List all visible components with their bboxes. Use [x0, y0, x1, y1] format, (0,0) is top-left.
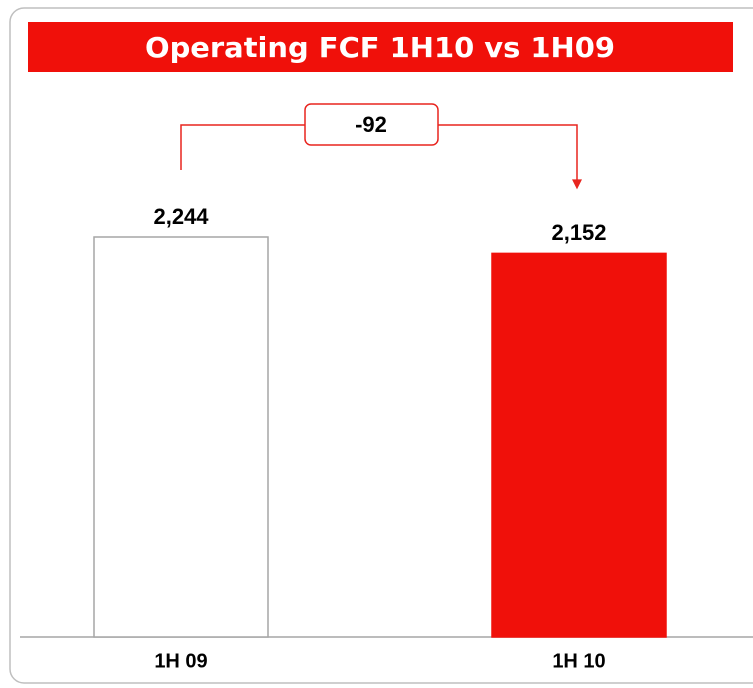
value-label: 2,244	[153, 204, 209, 229]
bracket	[180, 124, 578, 182]
value-label: 2,152	[551, 220, 606, 245]
annotation: -92	[355, 112, 387, 137]
title-banner	[28, 22, 733, 72]
arrow-head	[572, 179, 582, 190]
bar	[491, 252, 667, 638]
bar	[93, 236, 269, 638]
annotation-box	[304, 103, 439, 146]
frame	[9, 7, 753, 684]
chart-title: Operating FCF 1H10 vs 1H09	[145, 31, 615, 64]
x-tick-label: 1H 10	[552, 650, 605, 672]
x-tick-label: 1H 09	[154, 650, 207, 672]
